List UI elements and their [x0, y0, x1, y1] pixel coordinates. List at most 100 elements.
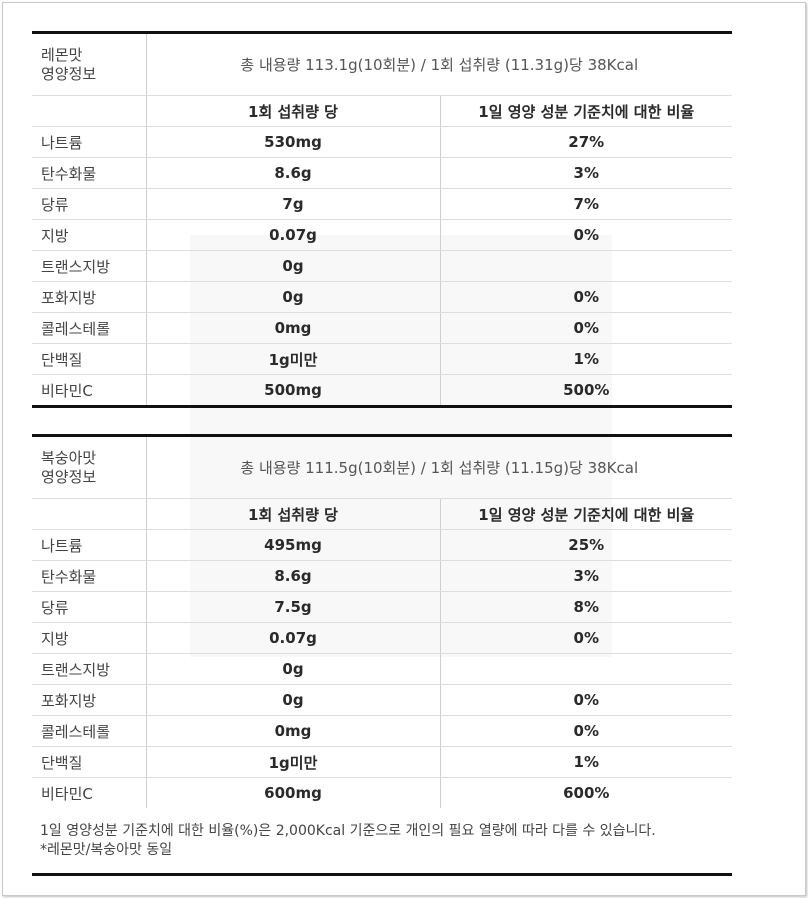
peach-table-body: 복숭아맛 영양정보 총 내용량 111.5g(10회분) / 1회 섭취량 (11…: [32, 437, 733, 808]
nutrient-name: 당류: [32, 591, 146, 623]
nutrient-daily-percent: 500%: [439, 374, 733, 405]
product-name: 복숭아맛 영양정보: [32, 437, 146, 499]
nutrient-row: 포화지방 0g 0%: [32, 684, 733, 716]
product-name-line2: 영양정보: [41, 64, 97, 83]
footnote-line2: *레몬맛/복숭아맛 동일: [40, 842, 173, 858]
lemon-nutrition-table: 레몬맛 영양정보 총 내용량 113.1g(10회분) / 1회 섭취량 (11.…: [32, 34, 733, 405]
nutrient-daily-percent: 1%: [439, 746, 733, 778]
nutrient-name: 콜레스테롤: [32, 312, 146, 344]
nutrient-amount: 0.07g: [145, 219, 440, 251]
nutrient-amount: 500mg: [145, 374, 440, 405]
product-name-line1: 복숭아맛: [41, 448, 97, 467]
nutrient-row: 탄수화물 8.6g 3%: [32, 560, 733, 592]
top-rule: [32, 31, 732, 34]
header-daily-value: 1일 영양 성분 기준치에 대한 비율: [439, 95, 733, 127]
nutrient-name: 비타민C: [41, 381, 93, 400]
nutrient-name: 비타민C: [41, 784, 93, 803]
nutrient-row: 트랜스지방 0g: [32, 653, 733, 685]
nutrient-daily-percent: 8%: [439, 591, 733, 623]
nutrient-row: 나트륨 530mg 27%: [32, 126, 733, 158]
header-row: 1회 섭취량 당 1일 영양 성분 기준치에 대한 비율: [32, 95, 733, 127]
nutrient-daily-percent: 7%: [439, 188, 733, 220]
footnote: 1일 영양성분 기준치에 대한 비율(%)은 2,000Kcal 기준으로 개인…: [40, 822, 740, 860]
nutrient-name: 단백질: [32, 343, 146, 375]
nutrient-name: 단백질: [32, 746, 146, 778]
header-empty: [32, 498, 146, 530]
nutrient-daily-percent: 3%: [439, 560, 733, 592]
header-empty: [32, 95, 146, 127]
nutrient-amount: 495mg: [145, 529, 440, 561]
total-content: 총 내용량 113.1g(10회분) / 1회 섭취량 (11.31g)당 38…: [145, 34, 733, 96]
nutrient-daily-percent: 600%: [439, 777, 733, 808]
nutrient-name: 당류: [32, 188, 146, 220]
nutrient-row: 탄수화물 8.6g 3%: [32, 157, 733, 189]
nutrient-daily-percent: 25%: [439, 529, 733, 561]
nutrient-daily-percent: [439, 250, 733, 282]
top-rule: [32, 434, 732, 437]
bottom-rule: [32, 405, 732, 408]
nutrient-amount: 0g: [145, 653, 440, 685]
nutrient-amount: 0mg: [145, 715, 440, 747]
nutrient-name: 트랜스지방: [32, 250, 146, 282]
nutrient-amount: 0mg: [145, 312, 440, 344]
nutrient-daily-percent: 0%: [439, 622, 733, 654]
nutrient-daily-percent: 0%: [439, 219, 733, 251]
lemon-nutrition-panel: 레몬맛 영양정보 총 내용량 113.1g(10회분) / 1회 섭취량 (11.…: [32, 31, 733, 408]
nutrient-amount: 0g: [145, 281, 440, 313]
nutrient-row: 지방 0.07g 0%: [32, 219, 733, 251]
nutrient-row: 지방 0.07g 0%: [32, 622, 733, 654]
total-content: 총 내용량 111.5g(10회분) / 1회 섭취량 (11.15g)당 38…: [145, 437, 733, 499]
nutrient-name: 콜레스테롤: [32, 715, 146, 747]
final-rule: [32, 873, 732, 876]
nutrient-row: 당류 7g 7%: [32, 188, 733, 220]
nutrient-amount: 7.5g: [145, 591, 440, 623]
nutrient-name: 나트륨: [32, 529, 146, 561]
header-per-serving: 1회 섭취량 당: [145, 498, 440, 530]
nutrient-name: 나트륨: [32, 126, 146, 158]
nutrient-amount: 0.07g: [145, 622, 440, 654]
nutrient-daily-percent: 0%: [439, 281, 733, 313]
nutrient-daily-percent: 0%: [439, 312, 733, 344]
nutrient-amount: 7g: [145, 188, 440, 220]
nutrient-amount: 0g: [145, 684, 440, 716]
nutrient-row: 단백질 1g미만 1%: [32, 746, 733, 778]
peach-nutrition-table: 복숭아맛 영양정보 총 내용량 111.5g(10회분) / 1회 섭취량 (11…: [32, 437, 733, 808]
header-daily-value: 1일 영양 성분 기준치에 대한 비율: [439, 498, 733, 530]
nutrient-daily-percent: 0%: [439, 715, 733, 747]
nutrient-amount: 1g미만: [145, 343, 440, 375]
nutrient-daily-percent: 0%: [439, 684, 733, 716]
nutrient-name: 지방: [32, 622, 146, 654]
nutrient-row: 당류 7.5g 8%: [32, 591, 733, 623]
nutrient-name: 지방: [32, 219, 146, 251]
header-per-serving: 1회 섭취량 당: [145, 95, 440, 127]
nutrient-daily-percent: [439, 653, 733, 685]
nutrient-daily-percent: 3%: [439, 157, 733, 189]
nutrient-row: 단백질 1g미만 1%: [32, 343, 733, 375]
nutrient-name: 포화지방: [32, 281, 146, 313]
nutrient-name: 포화지방: [32, 684, 146, 716]
header-row: 1회 섭취량 당 1일 영양 성분 기준치에 대한 비율: [32, 498, 733, 530]
footnote-line1: 1일 영양성분 기준치에 대한 비율(%)은 2,000Kcal 기준으로 개인…: [40, 823, 656, 839]
nutrient-name: 탄수화물: [32, 560, 146, 592]
info-row: 레몬맛 영양정보 총 내용량 113.1g(10회분) / 1회 섭취량 (11.…: [32, 34, 733, 96]
product-name: 레몬맛 영양정보: [32, 34, 146, 96]
lemon-table-body: 레몬맛 영양정보 총 내용량 113.1g(10회분) / 1회 섭취량 (11.…: [32, 34, 733, 405]
nutrient-amount: 0g: [145, 250, 440, 282]
nutrient-daily-percent: 27%: [439, 126, 733, 158]
nutrient-row: 비타민C 600mg 600%: [32, 777, 733, 808]
product-name-line2: 영양정보: [41, 467, 97, 486]
nutrient-amount: 530mg: [145, 126, 440, 158]
nutrient-row: 비타민C 500mg 500%: [32, 374, 733, 405]
nutrient-daily-percent: 1%: [439, 343, 733, 375]
nutrient-name: 탄수화물: [32, 157, 146, 189]
nutrient-amount: 8.6g: [145, 560, 440, 592]
nutrient-row: 나트륨 495mg 25%: [32, 529, 733, 561]
nutrient-row: 콜레스테롤 0mg 0%: [32, 312, 733, 344]
nutrient-name: 트랜스지방: [32, 653, 146, 685]
nutrient-row: 콜레스테롤 0mg 0%: [32, 715, 733, 747]
nutrient-row: 트랜스지방 0g: [32, 250, 733, 282]
nutrient-amount: 1g미만: [145, 746, 440, 778]
nutrient-amount: 8.6g: [145, 157, 440, 189]
product-name-line1: 레몬맛: [41, 45, 83, 64]
info-row: 복숭아맛 영양정보 총 내용량 111.5g(10회분) / 1회 섭취량 (11…: [32, 437, 733, 499]
